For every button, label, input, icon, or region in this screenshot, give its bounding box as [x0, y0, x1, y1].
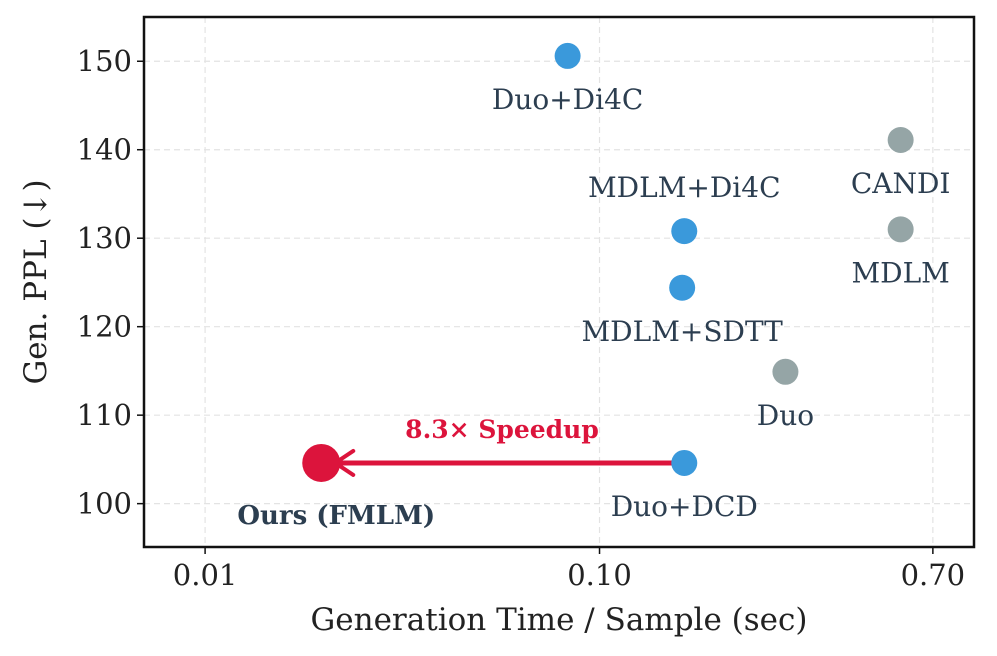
point-label: Duo+Di4C	[492, 83, 643, 116]
data-point	[302, 443, 341, 482]
points: Duo+Di4C CANDI MDLM MDLM+Di4C MDLM+SDTT Duo Du…	[237, 42, 951, 531]
y-tick-label: 100	[77, 487, 132, 521]
data-point	[669, 274, 696, 301]
x-axis-label: Generation Time / Sample (sec)	[311, 602, 808, 638]
x-tick-label: 0.10	[567, 558, 632, 592]
data-point	[671, 449, 698, 476]
point-label: Ours (FMLM)	[237, 501, 435, 531]
speedup-arrow	[332, 448, 687, 477]
x-tick-label: 0.70	[901, 558, 966, 592]
y-tick-label: 120	[77, 310, 132, 344]
point-label: CANDI	[851, 167, 951, 200]
data-point	[554, 42, 581, 69]
point-label: Duo	[757, 399, 814, 432]
ticks: 0.01 0.10 0.70 100 110 120 130 140 150	[77, 44, 966, 592]
data-point	[772, 358, 799, 385]
y-tick-label: 130	[77, 221, 132, 255]
y-axis-label: Gen. PPL (↓)	[18, 179, 54, 384]
y-tick-label: 110	[77, 398, 132, 432]
y-tick-label: 150	[77, 44, 132, 78]
point-label: MDLM+SDTT	[581, 315, 783, 348]
speedup-annotation: 8.3× Speedup	[405, 415, 599, 444]
data-point	[671, 218, 698, 245]
point-label: Duo+DCD	[611, 490, 758, 523]
point-label: MDLM	[851, 256, 949, 289]
data-point	[887, 126, 914, 153]
data-point	[887, 216, 914, 243]
y-tick-label: 140	[77, 133, 132, 167]
point-label: MDLM+Di4C	[588, 171, 781, 204]
plot-frame	[142, 15, 976, 549]
x-tick-label: 0.01	[173, 558, 238, 592]
